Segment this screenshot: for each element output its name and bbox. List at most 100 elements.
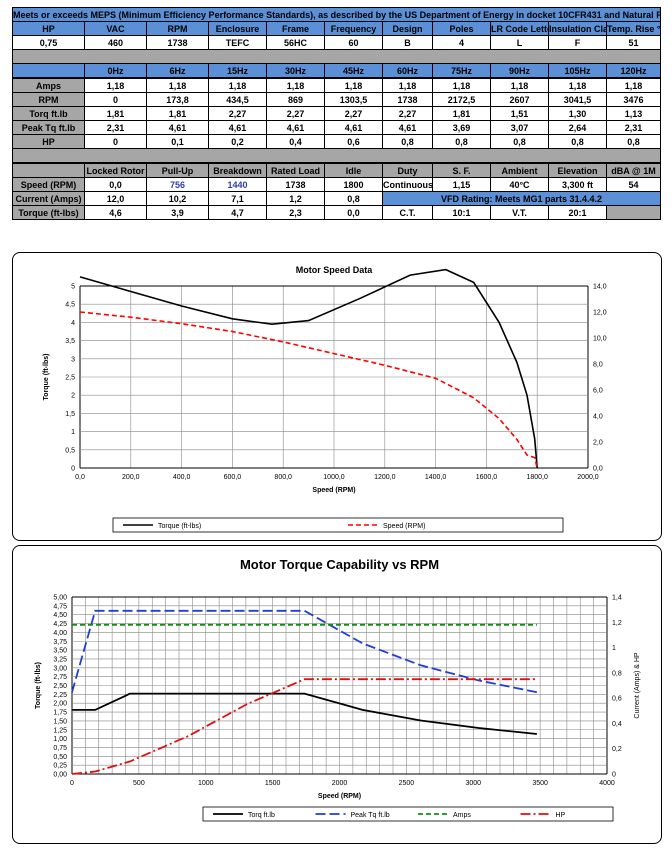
x-tick-label: 4000 [599, 780, 615, 787]
table-cell: 0 [84, 92, 147, 107]
perf-header: Locked Rotor [84, 163, 147, 178]
table-cell: C.T. [382, 205, 433, 220]
spec-value: 0,75 [12, 35, 85, 50]
x-tick-label: 1000,0 [323, 474, 345, 481]
spec-header: Insulation Class [548, 21, 607, 36]
row-label: HP [12, 134, 85, 149]
y-tick-label: 2,50 [53, 683, 67, 690]
y-tick-label: 1,75 [53, 710, 67, 717]
legend [202, 806, 614, 822]
table-cell: V.T. [490, 205, 549, 220]
table-cell: 10:1 [432, 205, 491, 220]
x-tick-label: 2500 [399, 780, 415, 787]
y-tick-label: 1,00 [53, 736, 67, 743]
freq-header: 30Hz [266, 63, 325, 78]
legend-label: Speed (RPM) [383, 523, 425, 530]
chart-torque-capability: Motor Torque Capability vs RPM 0 500 1000 15… [12, 545, 662, 844]
row-label: Speed (RPM) [12, 177, 85, 192]
spacer [11, 49, 662, 64]
y2-axis-label: Current (Amps) & HP [634, 652, 641, 718]
table-cell: 869 [266, 92, 325, 107]
table-cell: 0,8 [490, 134, 549, 149]
x-tick-label: 0 [70, 780, 74, 787]
perf-header: Rated Load [266, 163, 325, 178]
x-tick-label: 0,0 [75, 474, 85, 481]
x-tick-label: 1400,0 [425, 474, 447, 481]
row-label: Torque (ft-lbs) [12, 205, 85, 220]
y2-tick-label: 0,0 [593, 466, 603, 473]
x-tick-label: 3500 [532, 780, 548, 787]
spec-value: 60 [324, 35, 383, 50]
table-cell: 0,8 [548, 134, 607, 149]
table-cell: 4,7 [208, 205, 267, 220]
table-cell: 1,81 [146, 106, 209, 121]
table-cell: 0,8 [324, 191, 383, 206]
table-cell: 3,300 ft [548, 177, 607, 192]
spec-value: 460 [84, 35, 147, 50]
table-cell: 2607 [490, 92, 549, 107]
row-label: Torq ft.lb [12, 106, 85, 121]
page-title: Meets or exceeds MEPS (Minimum Efficienc… [11, 7, 662, 22]
table-cell: 1,18 [266, 78, 325, 93]
table-cell: 4,61 [208, 120, 267, 135]
legend [112, 517, 564, 533]
y2-tick-label: 1,4 [612, 595, 622, 602]
spec-header: VAC [84, 21, 147, 36]
table-cell: 3,07 [490, 120, 549, 135]
spec-value: F [548, 35, 607, 50]
table-cell: 10,2 [146, 191, 209, 206]
y-tick-label: 3,25 [53, 656, 67, 663]
row-label: Amps [12, 78, 85, 93]
table-cell: 1,13 [606, 106, 661, 121]
table-row: HP 0 0,1 0,2 0,4 0,6 0,8 0,8 0,8 0,8 0,8 [12, 134, 661, 149]
table-cell: 173,8 [146, 92, 209, 107]
spec-header: HP [12, 21, 85, 36]
table-cell: 2,27 [208, 106, 267, 121]
table-cell: 3,69 [432, 120, 491, 135]
perf-header: Ambient [490, 163, 549, 178]
spec-value: 4 [432, 35, 491, 50]
table-cell: 12,0 [84, 191, 147, 206]
legend-label: Torque (ft-lbs) [158, 523, 201, 530]
x-tick-label: 2000,0 [577, 474, 599, 481]
table-cell: 1,51 [490, 106, 549, 121]
y-tick-label: 1 [71, 429, 75, 436]
table-cell: 1,18 [208, 78, 267, 93]
y-tick-label: 2 [71, 393, 75, 400]
table-cell: 1,18 [548, 78, 607, 93]
datasheet: Meets or exceeds MEPS (Minimum Efficienc… [11, 7, 662, 220]
table-cell: 0,8 [606, 134, 661, 149]
freq-table: Amps 1,18 1,18 1,18 1,18 1,18 1,18 1,18 1,18 1,18… [12, 78, 661, 163]
y-tick-label: 2,25 [53, 692, 67, 699]
table-cell: 0,0 [84, 177, 147, 192]
freq-header: 0Hz [84, 63, 147, 78]
y-tick-label: 4,50 [53, 612, 67, 619]
table-cell: 1,18 [606, 78, 661, 93]
table-cell: 4,61 [266, 120, 325, 135]
y2-tick-label: 12,0 [593, 310, 607, 317]
y-tick-label: 3,5 [65, 338, 75, 345]
x-tick-label: 1800,0 [526, 474, 548, 481]
perf-header: Breakdown [208, 163, 267, 178]
table-cell: 4,61 [324, 120, 383, 135]
table-cell: 1,30 [548, 106, 607, 121]
spec-header: Poles [432, 21, 491, 36]
spec-value: 1738 [146, 35, 209, 50]
row-label: Current (Amps) [12, 191, 85, 206]
table-row: Speed (RPM) 0,0 756 1440 1738 1800 Continuous 1… [12, 177, 661, 192]
perf-corner [12, 163, 85, 178]
table-cell: 3476 [606, 92, 661, 107]
y-tick-label: 0,75 [53, 745, 67, 752]
table-cell: 2,27 [266, 106, 325, 121]
y2-tick-label: 1,2 [612, 620, 622, 627]
y-tick-label: 0,50 [53, 754, 67, 761]
y2-tick-label: 0,6 [612, 696, 622, 703]
table-cell: 2,31 [606, 120, 661, 135]
y2-tick-label: 0,2 [612, 746, 622, 753]
perf-header: Idle [324, 163, 383, 178]
x-tick-label: 1000 [198, 780, 214, 787]
perf-header: Duty [382, 163, 433, 178]
table-cell: 1,18 [84, 78, 147, 93]
table-cell: 4,61 [146, 120, 209, 135]
table-cell: 2172,5 [432, 92, 491, 107]
